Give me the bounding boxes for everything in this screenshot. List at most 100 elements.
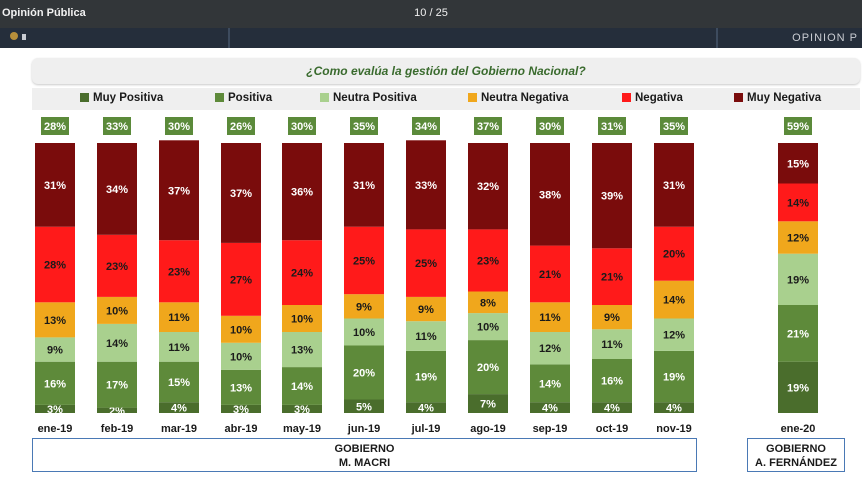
bar-segment-muy-positiva-sep-19 xyxy=(530,402,570,413)
bar-segment-muy-positiva-ene-19 xyxy=(35,404,75,413)
bar-segment-negativa-jul-19 xyxy=(406,229,446,297)
x-tick-label-sep-19: sep-19 xyxy=(533,423,568,435)
positive-total-label-jul-19: 34% xyxy=(415,121,437,133)
bar-segment-muy-positiva-may-19 xyxy=(282,404,322,413)
data-label-muy-positiva-oct-19: 4% xyxy=(604,403,620,415)
data-label-positiva-may-19: 14% xyxy=(291,381,313,393)
data-label-negativa-ago-19: 23% xyxy=(477,255,499,267)
x-tick-label-ago-19: ago-19 xyxy=(470,423,505,435)
positive-total-badge-ene-20 xyxy=(784,117,812,135)
group-box-macri: GOBIERNO M. MACRI xyxy=(32,438,697,472)
chart-legend: Muy Positiva Positiva Neutra Positiva Ne… xyxy=(32,88,860,110)
bar-segment-neutra-positiva-jun-19 xyxy=(344,318,384,346)
legend-item-muy-negativa: Muy Negativa xyxy=(734,92,821,104)
x-tick-label-ene-20: ene-20 xyxy=(781,423,816,435)
data-label-neutra-negativa-abr-19: 10% xyxy=(230,324,252,336)
positive-total-badge-may-19 xyxy=(288,117,316,135)
bar-segment-muy-positiva-jul-19 xyxy=(406,402,446,413)
bar-segment-neutra-positiva-sep-19 xyxy=(530,332,570,365)
data-label-positiva-jul-19: 19% xyxy=(415,372,437,384)
data-label-neutra-negativa-oct-19: 9% xyxy=(604,312,620,324)
positive-total-label-ene-19: 28% xyxy=(44,121,66,133)
bar-segment-muy-positiva-mar-19 xyxy=(159,402,199,413)
data-label-negativa-sep-19: 21% xyxy=(539,269,561,281)
data-label-muy-positiva-may-19: 3% xyxy=(294,404,310,416)
bar-segment-neutra-positiva-ene-20 xyxy=(778,253,818,305)
bar-segment-neutra-negativa-oct-19 xyxy=(592,305,632,330)
bar-segment-neutra-negativa-feb-19 xyxy=(97,296,137,324)
bar-segment-muy-negativa-nov-19 xyxy=(654,143,694,227)
data-label-muy-negativa-ene-19: 31% xyxy=(44,180,66,192)
bar-segment-neutra-positiva-mar-19 xyxy=(159,332,199,362)
data-label-negativa-abr-19: 27% xyxy=(230,274,252,286)
bar-segment-neutra-positiva-jul-19 xyxy=(406,321,446,351)
data-label-negativa-mar-19: 23% xyxy=(168,266,190,278)
legend-item-negativa: Negativa xyxy=(622,92,683,104)
group-fernandez-line1: GOBIERNO xyxy=(766,443,826,455)
positive-total-label-nov-19: 35% xyxy=(663,121,685,133)
data-label-neutra-negativa-ago-19: 8% xyxy=(480,297,496,309)
legend-label-neutra-positiva: Neutra Positiva xyxy=(333,92,417,104)
data-label-neutra-negativa-mar-19: 11% xyxy=(168,312,190,324)
legend-swatch-neutra-positiva xyxy=(320,93,329,102)
bar-segment-negativa-nov-19 xyxy=(654,226,694,281)
data-label-positiva-feb-19: 17% xyxy=(106,380,128,392)
data-label-neutra-positiva-abr-19: 10% xyxy=(230,351,252,363)
bar-segment-muy-positiva-abr-19 xyxy=(221,404,261,413)
data-label-muy-negativa-nov-19: 31% xyxy=(663,180,685,192)
data-label-neutra-negativa-jun-19: 9% xyxy=(356,301,372,313)
legend-label-negativa: Negativa xyxy=(635,92,683,104)
bar-segment-muy-negativa-abr-19 xyxy=(221,143,261,243)
page-indicator-text: 10 / 25 xyxy=(414,7,448,19)
pdf-viewer-toolbar: Opinión Pública 10 / 25 xyxy=(0,0,862,28)
data-label-muy-positiva-ene-19: 3% xyxy=(47,404,63,416)
positive-total-badge-nov-19 xyxy=(660,117,688,135)
bar-segment-neutra-negativa-sep-19 xyxy=(530,302,570,332)
bar-segment-negativa-feb-19 xyxy=(97,234,137,297)
data-label-positiva-mar-19: 15% xyxy=(168,377,190,389)
data-label-muy-negativa-sep-19: 38% xyxy=(539,189,561,201)
bar-segment-muy-negativa-may-19 xyxy=(282,143,322,241)
data-label-positiva-ene-20: 21% xyxy=(787,328,809,340)
x-tick-label-jul-19: jul-19 xyxy=(411,423,441,435)
bar-segment-positiva-feb-19 xyxy=(97,361,137,408)
bar-segment-negativa-oct-19 xyxy=(592,248,632,305)
bar-segment-neutra-positiva-ene-19 xyxy=(35,337,75,362)
data-label-muy-positiva-jul-19: 4% xyxy=(418,403,434,415)
legend-item-neutra-negativa: Neutra Negativa xyxy=(468,92,569,104)
data-label-positiva-sep-19: 14% xyxy=(539,378,561,390)
data-label-neutra-positiva-mar-19: 11% xyxy=(168,342,190,354)
bar-segment-muy-positiva-nov-19 xyxy=(654,402,694,413)
bar-segment-negativa-jun-19 xyxy=(344,226,384,295)
data-label-positiva-nov-19: 19% xyxy=(663,372,685,384)
group-fernandez-line2: A. FERNÁNDEZ xyxy=(755,457,837,469)
legend-label-muy-negativa: Muy Negativa xyxy=(747,92,822,104)
data-label-muy-positiva-ene-20: 19% xyxy=(787,382,809,394)
bar-segment-muy-positiva-ago-19 xyxy=(468,394,508,413)
bar-segment-neutra-negativa-nov-19 xyxy=(654,280,694,319)
data-label-neutra-negativa-feb-19: 10% xyxy=(106,305,128,317)
positive-total-label-sep-19: 30% xyxy=(539,121,561,133)
bar-segment-muy-positiva-jun-19 xyxy=(344,399,384,413)
data-label-negativa-feb-19: 23% xyxy=(106,261,128,273)
bar-segment-neutra-positiva-may-19 xyxy=(282,332,322,368)
data-label-muy-positiva-jun-19: 5% xyxy=(356,401,372,413)
data-label-negativa-oct-19: 21% xyxy=(601,272,623,284)
legend-item-neutra-positiva: Neutra Positiva xyxy=(320,92,417,104)
brand-logo-icon xyxy=(10,32,26,40)
bar-segment-muy-negativa-jul-19 xyxy=(406,140,446,230)
data-label-muy-positiva-abr-19: 3% xyxy=(233,404,249,416)
bar-segment-neutra-positiva-nov-19 xyxy=(654,318,694,351)
bar-segment-muy-positiva-oct-19 xyxy=(592,402,632,413)
positive-total-badge-jul-19 xyxy=(412,117,440,135)
bar-segment-positiva-may-19 xyxy=(282,367,322,405)
group-macri-line1: GOBIERNO xyxy=(334,443,395,455)
document-title: Opinión Pública xyxy=(2,7,86,19)
group-box-fernandez: GOBIERNO A. FERNÁNDEZ xyxy=(747,438,845,472)
bar-segment-muy-negativa-sep-19 xyxy=(530,143,570,246)
bar-segment-positiva-ene-19 xyxy=(35,361,75,405)
bar-segment-positiva-abr-19 xyxy=(221,369,261,405)
x-tick-label-may-19: may-19 xyxy=(283,423,321,435)
bar-segment-neutra-negativa-jun-19 xyxy=(344,294,384,319)
data-label-muy-negativa-jun-19: 31% xyxy=(353,180,375,192)
